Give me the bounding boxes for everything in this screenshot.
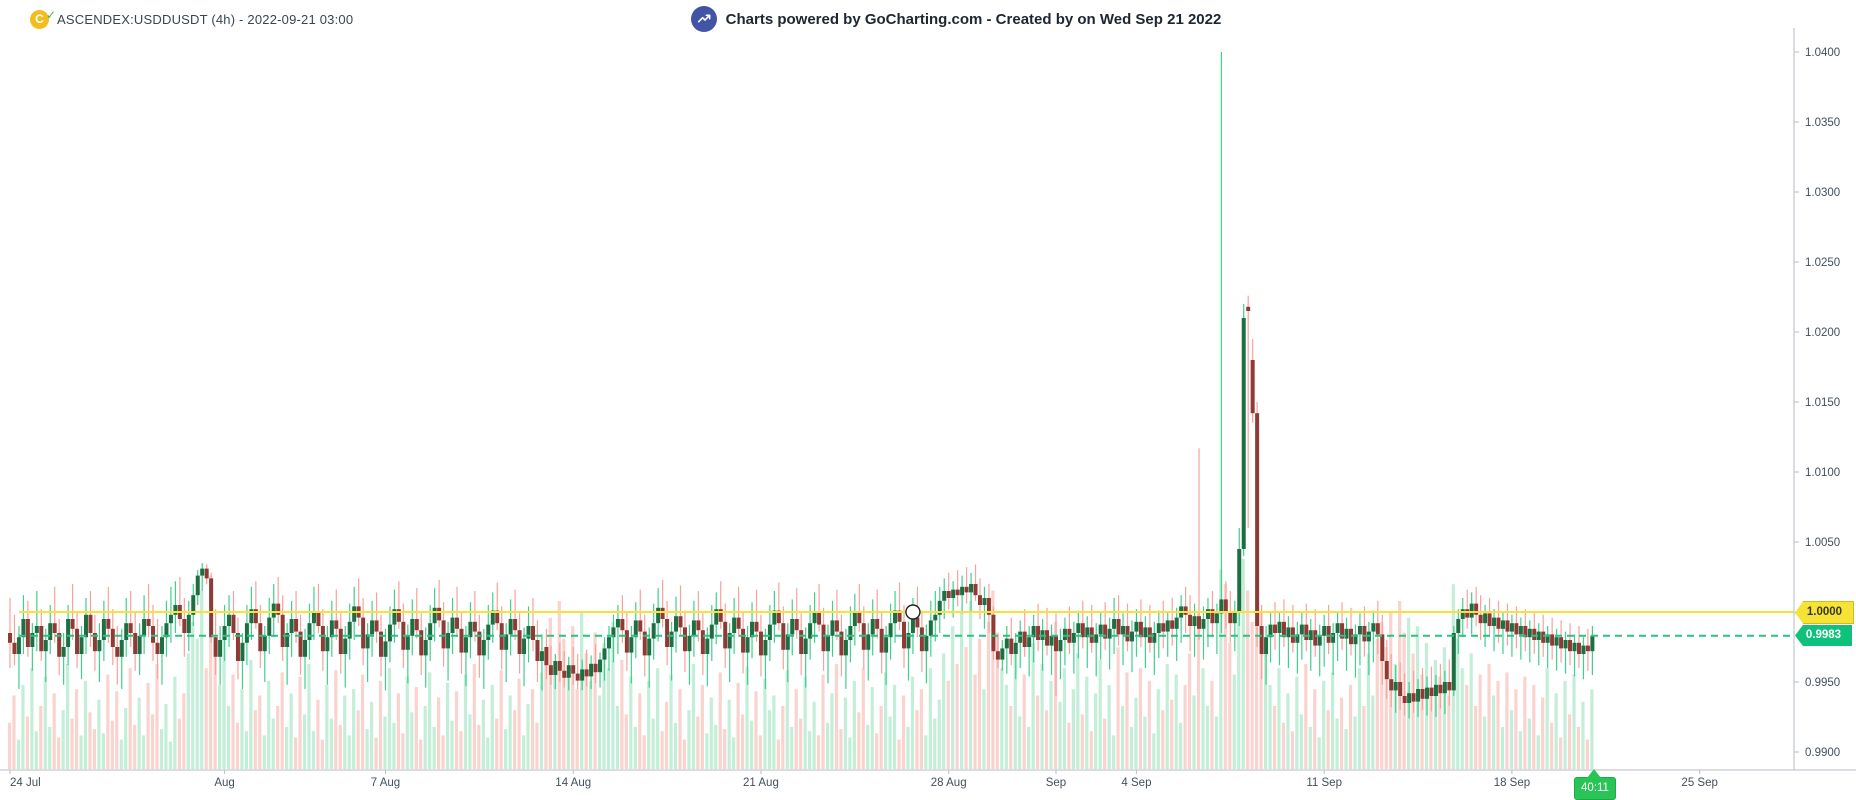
gocharting-logo-icon	[690, 6, 717, 32]
time-tick-label: 21 Aug	[743, 777, 779, 789]
ascendex-logo-icon: C ✓	[30, 8, 56, 29]
time-tick-label: 28 Aug	[931, 777, 967, 789]
watermark-header: Charts powered by GoCharting.com - Creat…	[0, 6, 1856, 32]
time-tick-label: 7 Aug	[371, 777, 400, 789]
time-tick-label: 25 Sep	[1681, 777, 1717, 789]
price-tick-label: 0.9900	[1805, 747, 1840, 759]
time-axis[interactable]: 24 Jul Aug 7 Aug 14 Aug 21 Aug 28 Aug Sep 4 Sep…	[9, 770, 1718, 789]
price-tick-label: 1.0400	[1805, 47, 1840, 59]
price-tick-label: 1.0200	[1805, 327, 1840, 339]
time-tick-label: Aug	[214, 777, 234, 789]
time-tick-label: 14 Aug	[555, 777, 591, 789]
price-tick-label: 1.0250	[1805, 257, 1840, 269]
yellow-line-price-badge: 1.0000	[1795, 601, 1854, 624]
price-tick-label: 0.9950	[1805, 677, 1840, 689]
axes[interactable]: 1.0400 1.0350 1.0300 1.0250 1.0200 1.0150 1.01…	[0, 28, 1856, 789]
circle-marker[interactable]	[905, 604, 921, 620]
countdown-badge: 40:11	[1574, 777, 1616, 800]
check-icon: ✓	[45, 8, 56, 22]
price-lines	[19, 604, 1794, 637]
last-price-badge: 0.9983	[1795, 625, 1852, 646]
price-tick-label: 1.0150	[1805, 397, 1840, 409]
ascendex-logo-letter: C	[35, 12, 44, 26]
gocharting-watermark[interactable]: Charts powered by GoCharting.com - Creat…	[690, 6, 1222, 32]
countdown-pointer-icon	[1587, 769, 1601, 778]
price-tick-label: 1.0350	[1805, 117, 1840, 129]
price-tick-label: 1.0100	[1805, 467, 1840, 479]
time-tick-label: 18 Sep	[1494, 777, 1530, 789]
time-tick-label: 24 Jul	[10, 777, 41, 789]
time-tick-label: 11 Sep	[1306, 777, 1342, 789]
candles	[8, 52, 1595, 719]
watermark-text: Charts powered by GoCharting.com - Creat…	[725, 10, 1222, 28]
symbol-title: ASCENDEX:USDDUSDT (4h) - 2022-09-21 03:0…	[57, 12, 354, 27]
price-axis[interactable]: 1.0400 1.0350 1.0300 1.0250 1.0200 1.0150 1.01…	[1794, 47, 1840, 759]
symbol-header: C ✓ ASCENDEX:USDDUSDT (4h) - 2022-09-21 …	[30, 8, 354, 29]
price-tick-label: 1.0300	[1805, 187, 1840, 199]
price-tick-label: 1.0050	[1805, 537, 1840, 549]
time-tick-label: 4 Sep	[1121, 777, 1151, 789]
time-tick-label: Sep	[1046, 777, 1066, 789]
